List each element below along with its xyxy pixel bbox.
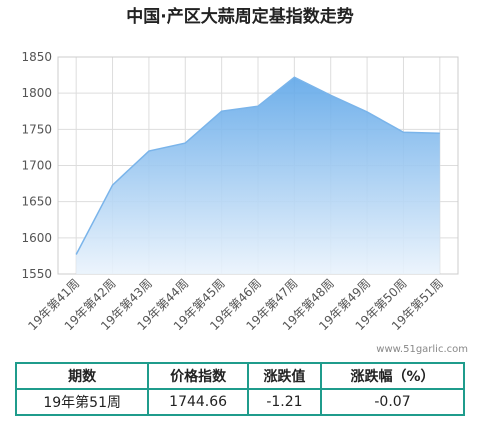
cell: -1.21 [246,388,323,416]
summary-table: 期数 价格指数 涨跌值 涨跌幅（%） 19年第51周 1744.66 -1.21 -0.07 [14,362,465,416]
y-tick-label: 1750 [21,122,52,136]
header-cell: 期数 [14,362,150,390]
area-fill [76,77,440,275]
y-tick-label: 1850 [21,50,52,64]
cell: 19年第51周 [14,388,150,416]
y-tick-label: 1600 [21,231,52,245]
header-cell: 涨跌值 [246,362,323,390]
y-tick-label: 1650 [21,195,52,209]
y-tick-label: 1550 [21,267,52,281]
y-tick-label: 1700 [21,159,52,173]
header-cell: 涨跌幅（%） [320,362,465,390]
header-row: 期数 价格指数 涨跌值 涨跌幅（%） [14,362,465,390]
data-row: 19年第51周 1744.66 -1.21 -0.07 [14,388,465,416]
chart: 中国·产区大蒜周定基指数走势 www.51garlic.com 1550 1600… [21,6,468,355]
watermark: www.51garlic.com [376,344,468,355]
area-line [75,76,440,255]
cell: 1744.66 [147,388,249,416]
y-tick-label: 1800 [21,86,52,100]
header-cell: 价格指数 [147,362,249,390]
chart-title: 中国·产区大蒜周定基指数走势 [126,6,353,27]
cell: -0.07 [320,388,465,416]
